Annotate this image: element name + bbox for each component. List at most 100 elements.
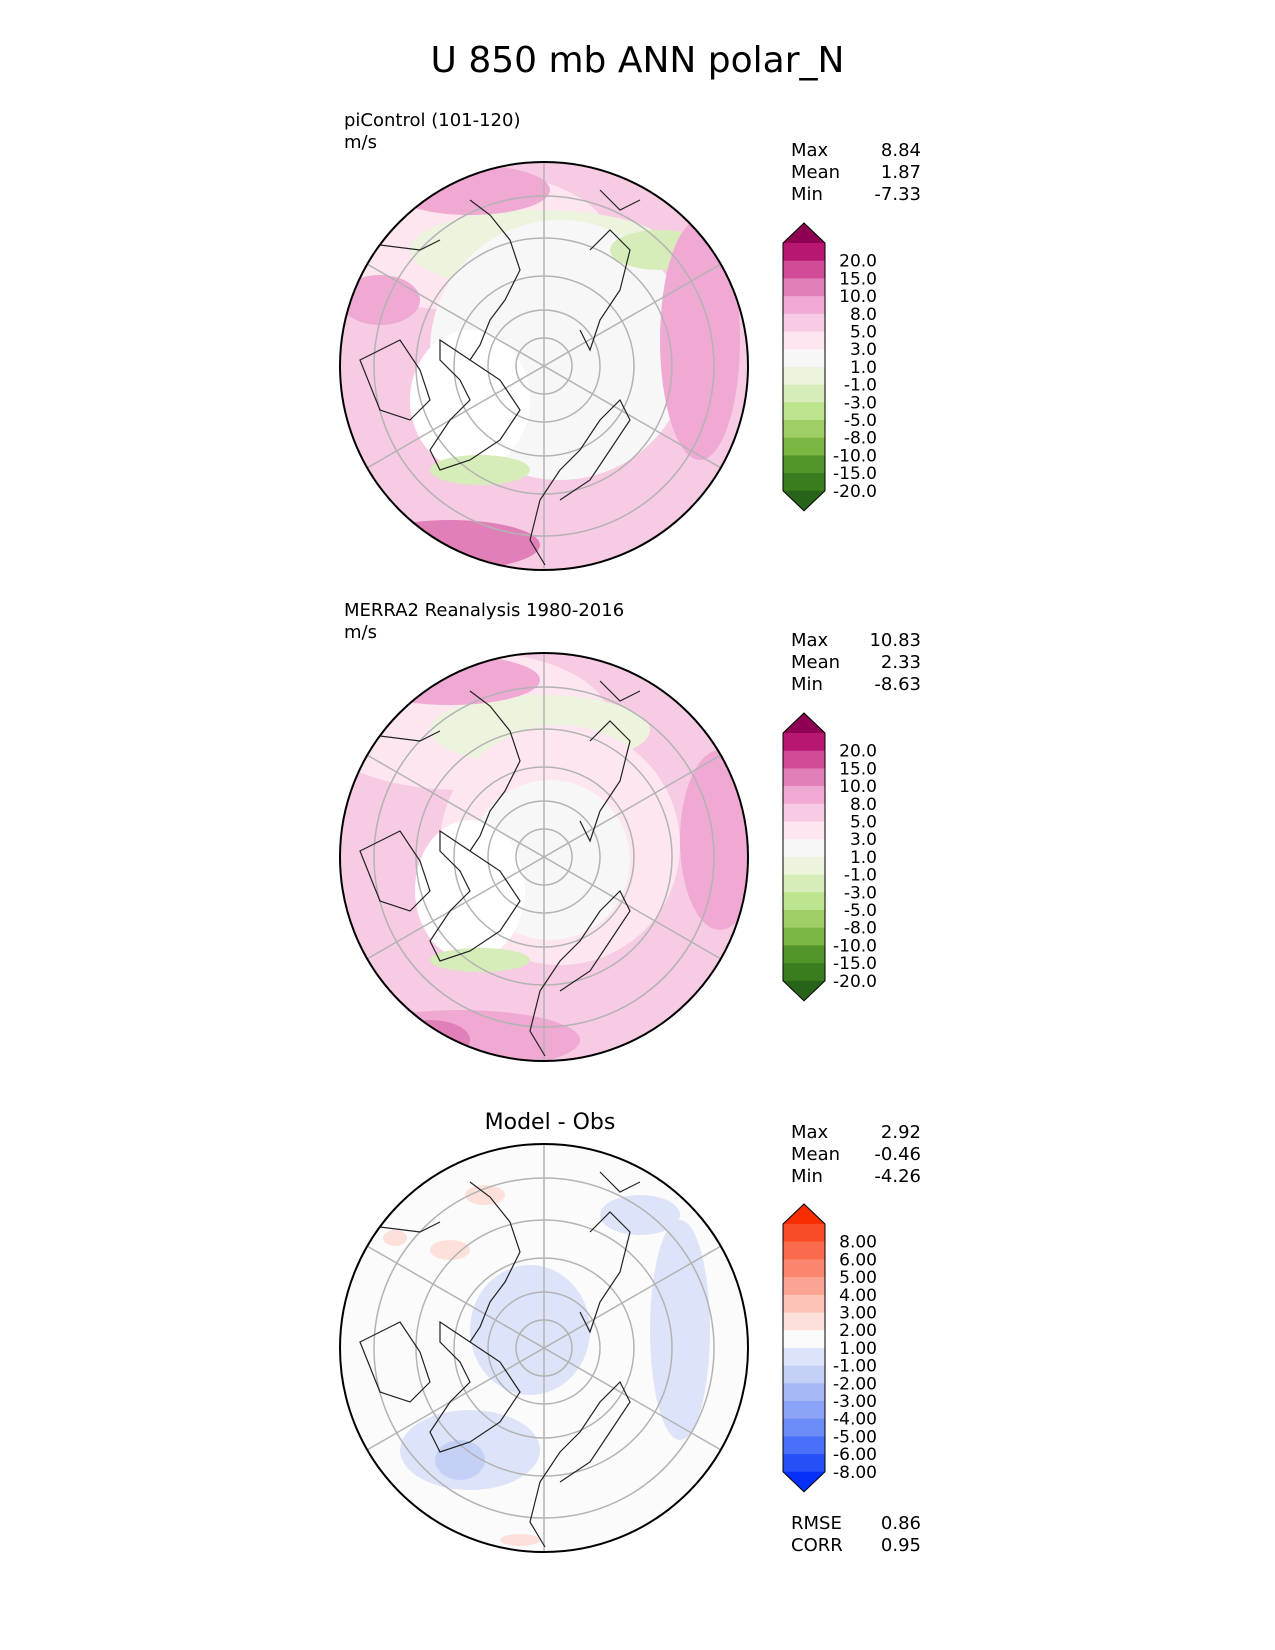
test-colorbar-tick-label: 1.0 (850, 358, 877, 378)
diff-colorbar-tick-label: 4.00 (839, 1286, 877, 1306)
test-case-label: piControl (101-120) (344, 110, 521, 131)
diff-colorbar-tick-label: -2.00 (833, 1374, 877, 1394)
diff-max-value: 2.92 (880, 1122, 921, 1143)
test-colorbar-tick-label: -1.0 (844, 376, 877, 396)
ref-colorbar-tick-label: 20.0 (839, 742, 877, 762)
test-colorbar: 20.015.010.08.05.03.01.0-1.0-3.0-5.0-8.0… (782, 222, 877, 512)
diff-coastlines (359, 1171, 641, 1548)
diff-colorbar-band (783, 1294, 825, 1313)
test-colorbar-tick-label: 5.0 (850, 323, 877, 343)
ref-max-value: 10.83 (869, 630, 921, 651)
rmse-value: 0.86 (880, 1513, 921, 1534)
ref-colorbar-band (783, 821, 825, 840)
diff-colorbar-tick-label: 2.00 (839, 1321, 877, 1341)
test-colorbar-band (783, 366, 825, 386)
diff-colorbar-tick-label: 6.00 (839, 1250, 877, 1270)
diff-colorbar-tick-label: 3.00 (839, 1304, 877, 1324)
ref-max-label: Max (791, 630, 829, 651)
test-colorbar-extend-min (783, 490, 825, 511)
diff-stats: Max 2.92 Mean -0.46 Min -4.26 (791, 1122, 921, 1188)
diff-mean-value: -0.46 (874, 1144, 921, 1165)
diff-colorbar-extend-max (783, 1204, 825, 1224)
test-colorbar-tick-label: 3.0 (850, 340, 877, 360)
test-colorbar-band (783, 420, 825, 439)
test-colorbar-outline (782, 222, 826, 512)
diff-colorbar-band (783, 1365, 825, 1384)
test-colorbar-tick-label: 15.0 (839, 269, 877, 289)
diff-colorbar-tick-label: -1.00 (833, 1357, 877, 1377)
test-colorbar-band (783, 313, 825, 332)
diff-colorbar-tick-label: -3.00 (833, 1392, 877, 1412)
diff-colorbar-tick-label: 8.00 (839, 1233, 877, 1253)
ref-colorbar-tick-label: 3.0 (850, 830, 877, 850)
diff-colorbar-tick-label: -4.00 (833, 1410, 877, 1430)
test-mean-value: 1.87 (880, 162, 921, 183)
test-colorbar-band (783, 296, 825, 315)
diff-map-border (339, 1143, 749, 1553)
ref-colorbar-band (783, 803, 825, 822)
ref-colorbar-band (783, 910, 825, 929)
test-graticule (366, 162, 722, 570)
test-colorbar-band (783, 384, 825, 403)
diff-colorbar-band (783, 1330, 825, 1349)
ref-colorbar: 20.015.010.08.05.03.01.0-1.0-3.0-5.0-8.0… (782, 712, 877, 1002)
ref-colorbar-tick-label: 1.0 (850, 848, 877, 868)
test-colorbar-tick-label: -5.0 (844, 411, 877, 431)
diff-title: Model - Obs (484, 1110, 616, 1135)
diff-colorbar-tick-label: -6.00 (833, 1445, 877, 1465)
ref-min-value: -8.63 (874, 674, 921, 695)
test-colorbar-tick-label: -20.0 (833, 482, 877, 502)
diff-colorbar-band (783, 1259, 825, 1278)
test-colorbar-band (783, 331, 825, 350)
corr-label: CORR (791, 1535, 843, 1556)
ref-colorbar-band (783, 927, 825, 946)
test-colorbar-tick-label: 20.0 (839, 252, 877, 272)
ref-colorbar-outline (782, 712, 826, 1002)
ref-colorbar-band (783, 963, 825, 982)
test-colorbar-band (783, 473, 825, 492)
test-subtitle: piControl (101-120) m/s (344, 110, 520, 154)
ref-colorbar-band (783, 945, 825, 964)
ref-mean-label: Mean (791, 652, 841, 673)
test-colorbar-tick-label: 8.0 (850, 305, 877, 325)
test-max-label: Max (791, 140, 829, 161)
ref-colorbar-tick-label: -20.0 (833, 972, 877, 992)
ref-colorbar-extend-max (783, 713, 825, 733)
ref-colorbar-tick-label: 15.0 (839, 759, 877, 779)
ref-colorbar-extend-min (783, 980, 825, 1001)
test-colorbar-tick-label: -8.0 (844, 429, 877, 449)
ref-colorbar-tick-label: 5.0 (850, 813, 877, 833)
test-max-value: 8.84 (880, 140, 921, 161)
test-units-label: m/s (344, 132, 377, 153)
ref-colorbar-band (783, 839, 825, 858)
diff-colorbar-band (783, 1347, 825, 1367)
ref-graticule (366, 653, 722, 1061)
diff-colorbar-band (783, 1383, 825, 1402)
ref-colorbar-tick-label: 8.0 (850, 795, 877, 815)
ref-colorbar-tick-label: -15.0 (833, 954, 877, 974)
test-colorbar-extend-max (783, 223, 825, 243)
ref-colorbar-tick-label: 10.0 (839, 777, 877, 797)
diff-min-label: Min (791, 1166, 823, 1187)
diff-metrics: RMSE 0.86 CORR 0.95 (791, 1513, 921, 1557)
diff-colorbar-tick-label: 1.00 (839, 1339, 877, 1359)
diff-colorbar-band (783, 1401, 825, 1420)
figure-title: U 850 mb ANN polar_N (430, 40, 845, 81)
diff-colorbar-tick-label: 5.00 (839, 1268, 877, 1288)
test-colorbar-band (783, 402, 825, 421)
test-colorbar-band (783, 278, 825, 297)
ref-colorbar-band (783, 856, 825, 876)
diff-max-label: Max (791, 1122, 829, 1143)
ref-colorbar-tick-label: -1.0 (844, 866, 877, 886)
ref-min-label: Min (791, 674, 823, 695)
diff-colorbar-outline (782, 1203, 826, 1493)
test-coastlines (359, 189, 641, 566)
rmse-label: RMSE (791, 1513, 842, 1534)
ref-colorbar-tick-label: -5.0 (844, 901, 877, 921)
ref-stats: Max 10.83 Mean 2.33 Min -8.63 (791, 630, 921, 696)
ref-subtitle: MERRA2 Reanalysis 1980-2016 m/s (344, 600, 624, 644)
test-colorbar-tick-label: -3.0 (844, 393, 877, 413)
ref-colorbar-band (783, 750, 825, 769)
